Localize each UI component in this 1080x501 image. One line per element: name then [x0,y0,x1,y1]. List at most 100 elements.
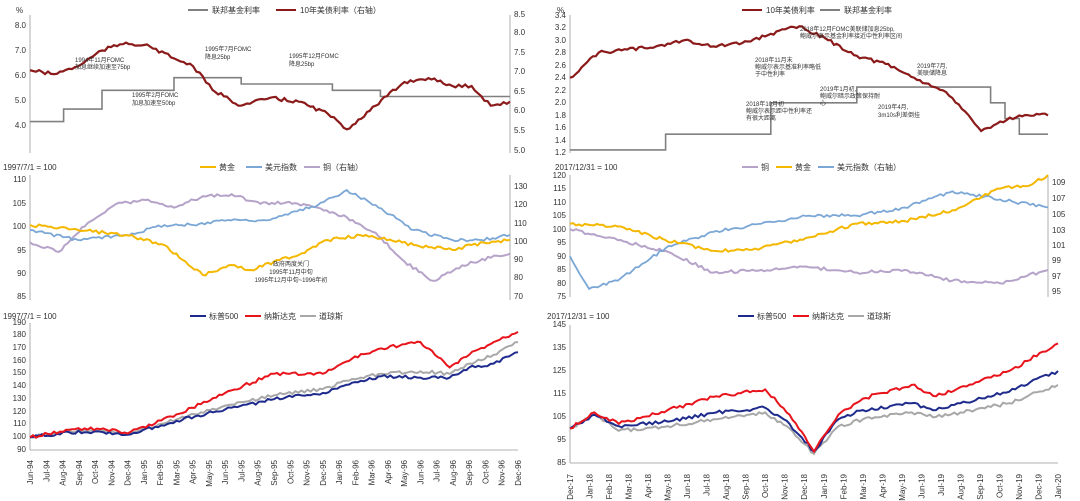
y-tick: 80 [557,279,566,288]
y-tick: 160 [13,356,27,365]
panel-assets-2010s: 2017/12/31 = 100 铜 黄金 美元指数（右轴） 75 80 85 … [553,162,1066,301]
legend-label: 铜 [761,162,769,172]
legend: 标普500 纳斯达克 道琼斯 [190,311,343,321]
y-tick: 100 [553,225,567,234]
y2-tick: 6.0 [514,106,526,115]
y2-tick: 6.5 [514,87,526,96]
legend-label: 10年美债利率（右轴） [300,5,381,15]
annotation: 1995年12月FOMC [289,52,339,60]
series-line-10y-yield [569,25,1049,133]
y-tick: 110 [553,198,566,207]
y-tick: 2.6 [555,61,567,70]
y-tick: 95 [557,435,566,444]
x-tick-label: Dec-19 [1034,473,1043,499]
x-tick-label: Feb-95 [156,459,165,485]
y2-tick: 80 [514,273,523,282]
x-tick-label: Jan-19 [820,473,829,498]
legend-label: 道琼斯 [867,311,891,321]
x-tick-label: Oct-95 [286,459,295,484]
y-tick: 105 [553,412,567,421]
annotation: 鲍威尔暗示政策保持耐 [820,92,880,100]
y-tick: 1.4 [555,136,567,145]
annotation: 降息25bp [289,60,315,68]
y-tick: 75 [557,292,566,301]
panel-rates-1990s: % 联邦基金利率 10年美债利率（右轴） 4.0 5.0 6.0 7.0 8.0… [15,5,526,155]
y2-tick: 97 [1052,272,1061,281]
y2-tick: 7.0 [514,67,526,76]
x-tick-label: Sep-95 [270,459,279,485]
y-tick: 85 [557,265,566,274]
x-tick-label: Mar-19 [859,473,868,499]
legend-label: 标普500 [757,311,787,321]
y-tick: 2.2 [555,86,567,95]
y-tick: 150 [13,368,27,377]
series-line-sp500 [29,351,519,439]
annotation: 政府两度关门 [273,260,309,268]
y-tick: 7.0 [15,46,27,55]
series-line-dollar-index [29,188,511,243]
y-tick: 115 [553,389,566,398]
legend: 铜 黄金 美元指数（右轴） [742,162,901,172]
x-tick-label: May-96 [400,459,409,486]
x-tick-label: May-95 [205,459,214,486]
y-tick: 100 [13,222,27,231]
y2-tick: 8.0 [514,28,526,37]
left-unit-label: % [16,6,23,15]
legend: 10年美债利率 联邦基金利率 [742,5,892,15]
y-tick: 2.4 [555,73,567,82]
y2-tick: 105 [1052,210,1066,219]
x-tick-label: Feb-18 [605,473,614,499]
annotation: 有很大距离 [746,114,776,122]
x-tick-label: Nov-95 [303,459,312,485]
y2-tick: 90 [514,255,523,264]
x-tick-label: Nov-94 [107,459,116,485]
y-tick: 4.0 [15,121,27,130]
x-tick-label: Jan-95 [140,459,149,484]
x-tick-label: Feb-19 [839,473,848,499]
annotation: 于中性利率 [755,70,785,78]
annotation: 2018年12月FOMC美联储加息25bp, [800,25,895,33]
x-tick-label: Sep-19 [976,473,985,499]
y-tick: 2.8 [555,48,567,57]
panel-rates-2010s: % 10年美债利率 联邦基金利率 1.2 1.4 1.6 1.8 2.0 2.2… [555,5,1049,157]
x-axis-labels: Jun-94 Jul-94 Aug-94 Sep-94 Oct-94 Nov-94 Dec-… [26,459,523,486]
x-tick-label: Aug-19 [956,473,965,499]
y2-tick: 100 [514,237,528,246]
y2-tick: 103 [1052,226,1066,235]
y-tick: 110 [13,419,26,428]
x-tick-label: Apr-18 [644,473,653,498]
y-tick: 120 [13,407,27,416]
x-tick-label: Jan-20 [1054,473,1063,498]
series-line-copper [569,228,1049,285]
y-tick: 170 [13,343,27,352]
legend: 标普500 纳斯达克 道琼斯 [738,311,891,321]
x-tick-label: Oct-96 [481,459,490,484]
y-tick: 145 [553,320,567,329]
x-tick-label: Sep-94 [75,459,84,485]
series-line-fed-funds [30,76,510,123]
base-label: 2017/12/31 = 100 [555,163,618,172]
y-tick: 125 [553,366,567,375]
panel-assets-1990s: 1997/7/1 = 100 黄金 美元指数 铜（右轴） 85 90 95 10… [3,162,528,301]
annotation: 加息加速至50bp [132,99,176,107]
series-line-dow-jones [569,383,1059,456]
annotation: 2019年7月, [917,62,948,70]
y-tick: 1.8 [555,111,567,120]
annotation: 1994年11月FOMC [75,56,125,64]
x-tick-label: Mar-95 [172,459,181,485]
y-tick: 190 [13,318,27,327]
y2-tick: 7.5 [514,48,526,57]
series-line-dow-jones [29,341,519,439]
panel-stocks-2010s: 2017/12/31 = 100 标普500 纳斯达克 道琼斯 85 95 10… [547,311,1063,501]
annotation: 1995年12月中旬~1996年初 [255,276,328,284]
series-line-gold [29,223,511,277]
series-line-copper [29,193,511,282]
y2-tick: 70 [514,292,523,301]
y-tick: 180 [13,330,27,339]
legend-label: 美元指数（右轴） [837,162,901,172]
y-tick: 130 [13,394,27,403]
legend: 联邦基金利率 10年美债利率（右轴） [188,5,381,15]
legend-label: 10年美债利率 [766,5,815,15]
y-tick: 140 [13,381,27,390]
